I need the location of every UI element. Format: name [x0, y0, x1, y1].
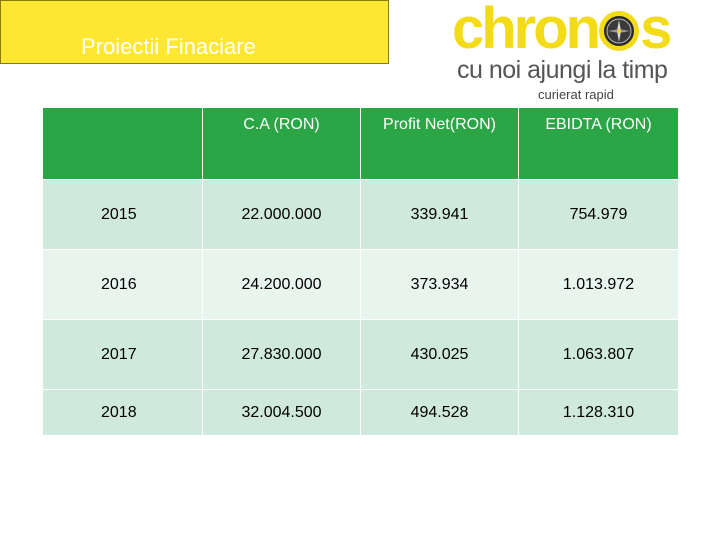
cell-ebidta: 1.013.972	[518, 249, 679, 320]
header-empty	[42, 107, 203, 180]
cell-ca: 32.004.500	[202, 389, 361, 436]
cell-profit: 339.941	[360, 179, 519, 250]
cell-ebidta: 1.063.807	[518, 319, 679, 390]
cell-profit: 494.528	[360, 389, 519, 436]
cell-year: 2016	[42, 249, 203, 320]
logo-tagline: cu noi ajungi la timp	[457, 56, 668, 84]
cell-ca: 24.200.000	[202, 249, 361, 320]
header-profit: Profit Net(RON)	[360, 107, 519, 180]
cell-ebidta: 1.128.310	[518, 389, 679, 436]
logo-brand-end: s	[640, 0, 672, 61]
table-header-row: C.A (RON) Profit Net(RON) EBIDTA (RON)	[42, 107, 679, 180]
cell-ca: 27.830.000	[202, 319, 361, 390]
financial-projections-table: C.A (RON) Profit Net(RON) EBIDTA (RON) 2…	[42, 107, 679, 436]
table-row: 2017 27.830.000 430.025 1.063.807	[42, 319, 679, 390]
table-row: 2015 22.000.000 339.941 754.979	[42, 179, 679, 250]
cell-ca: 22.000.000	[202, 179, 361, 250]
header-ebidta: EBIDTA (RON)	[518, 107, 679, 180]
title-banner: Proiectii Finaciare	[0, 0, 389, 64]
logo-wordmark: chron s	[452, 0, 672, 61]
cell-ebidta: 754.979	[518, 179, 679, 250]
cell-profit: 430.025	[360, 319, 519, 390]
page-title: Proiectii Finaciare	[81, 34, 256, 59]
table-row: 2016 24.200.000 373.934 1.013.972	[42, 249, 679, 320]
logo-subtitle: curierat rapid	[538, 87, 614, 102]
cell-year: 2018	[42, 389, 203, 436]
cell-profit: 373.934	[360, 249, 519, 320]
cell-year: 2015	[42, 179, 203, 250]
chronos-logo: chron s cu noi ajungi la timp curierat ra…	[452, 0, 702, 104]
compass-icon	[599, 11, 640, 51]
header-ca: C.A (RON)	[202, 107, 361, 180]
logo-brand-start: chron	[452, 0, 601, 61]
table-row: 2018 32.004.500 494.528 1.128.310	[42, 389, 679, 436]
cell-year: 2017	[42, 319, 203, 390]
